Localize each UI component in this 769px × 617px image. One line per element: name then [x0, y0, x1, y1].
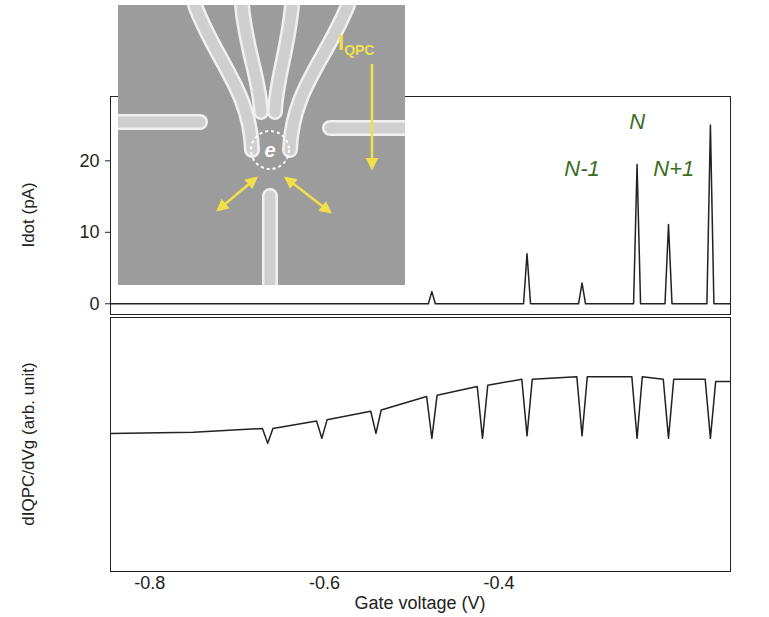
- svg-text:-0.8: -0.8: [134, 573, 165, 593]
- svg-text:10: 10: [79, 222, 99, 242]
- svg-text:N+1: N+1: [653, 156, 694, 181]
- svg-text:0: 0: [89, 294, 99, 314]
- svg-text:e: e: [264, 139, 275, 161]
- svg-text:IQPC: IQPC: [338, 30, 374, 58]
- svg-text:N: N: [629, 109, 645, 134]
- svg-text:N-1: N-1: [564, 156, 599, 181]
- svg-text:Gate voltage (V): Gate voltage (V): [354, 593, 485, 613]
- svg-text:-0.6: -0.6: [309, 573, 340, 593]
- svg-text:-0.4: -0.4: [484, 573, 515, 593]
- svg-text:dIQPC/dVg (arb. unit): dIQPC/dVg (arb. unit): [19, 362, 38, 525]
- svg-text:Idot (pA): Idot (pA): [19, 182, 38, 247]
- svg-text:20: 20: [79, 151, 99, 171]
